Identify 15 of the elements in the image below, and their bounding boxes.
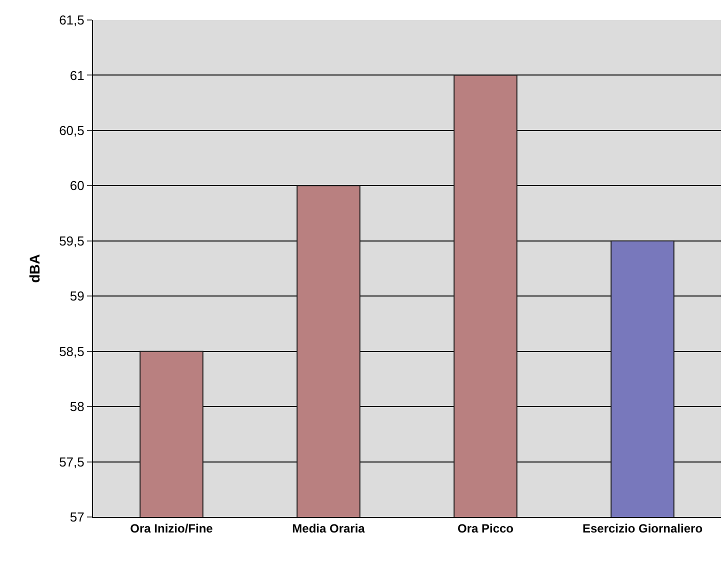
y-tick-label: 60,5 xyxy=(59,122,84,138)
x-tick-label: Ora Picco xyxy=(457,521,514,536)
y-tick-label: 59 xyxy=(70,288,84,304)
y-tick-label: 58 xyxy=(70,399,84,414)
x-tick-label: Esercizio Giornaliero xyxy=(582,521,703,536)
x-tick-label: Ora Inizio/Fine xyxy=(130,521,214,536)
x-tick-label: Media Oraria xyxy=(292,521,366,536)
y-tick-label: 61,5 xyxy=(59,12,84,28)
y-tick-label: 60 xyxy=(70,178,84,194)
y-tick-label: 59,5 xyxy=(59,233,84,248)
y-tick-label: 58,5 xyxy=(59,344,84,359)
y-tick-label: 57 xyxy=(70,510,84,525)
y-tick-label: 61 xyxy=(70,68,84,83)
y-tick-label: 57,5 xyxy=(59,454,84,470)
y-axis-title: dBA xyxy=(26,254,43,283)
